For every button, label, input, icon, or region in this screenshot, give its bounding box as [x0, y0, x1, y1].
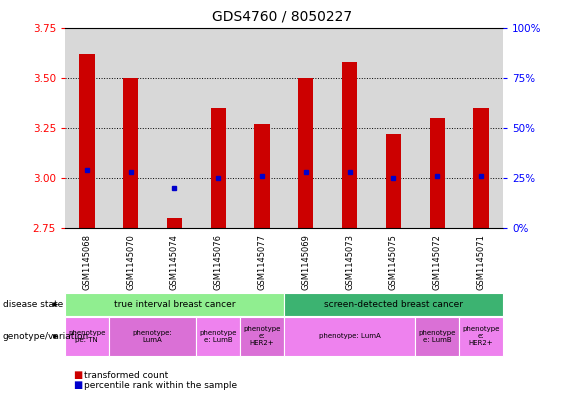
Text: ■: ■ [73, 380, 82, 390]
Bar [254, 124, 270, 228]
Text: GDS4760 / 8050227: GDS4760 / 8050227 [212, 10, 353, 24]
Text: percentile rank within the sample: percentile rank within the sample [84, 381, 237, 389]
Bar [123, 78, 138, 228]
Bar [342, 62, 357, 228]
Bar [298, 78, 314, 228]
Text: transformed count: transformed count [84, 371, 168, 380]
Bar [473, 108, 489, 228]
Bar [386, 134, 401, 228]
Bar [167, 218, 182, 228]
Text: phenotype
e:
HER2+: phenotype e: HER2+ [462, 327, 499, 346]
Bar [211, 108, 226, 228]
Text: genotype/variation: genotype/variation [3, 332, 89, 341]
Text: phenotype: LumA: phenotype: LumA [319, 333, 380, 340]
Bar [79, 53, 94, 228]
Text: phenotype
e: LumB: phenotype e: LumB [199, 330, 237, 343]
Bar [429, 118, 445, 228]
Text: true interval breast cancer: true interval breast cancer [114, 300, 235, 309]
Text: phenotype
e:
HER2+: phenotype e: HER2+ [244, 327, 281, 346]
Text: phenotype
e: LumB: phenotype e: LumB [419, 330, 456, 343]
Text: screen-detected breast cancer: screen-detected breast cancer [324, 300, 463, 309]
Text: phenotype:
LumA: phenotype: LumA [133, 330, 172, 343]
Text: ■: ■ [73, 370, 82, 380]
Text: phenotype
pe: TN: phenotype pe: TN [68, 330, 106, 343]
Text: disease state: disease state [3, 300, 63, 309]
